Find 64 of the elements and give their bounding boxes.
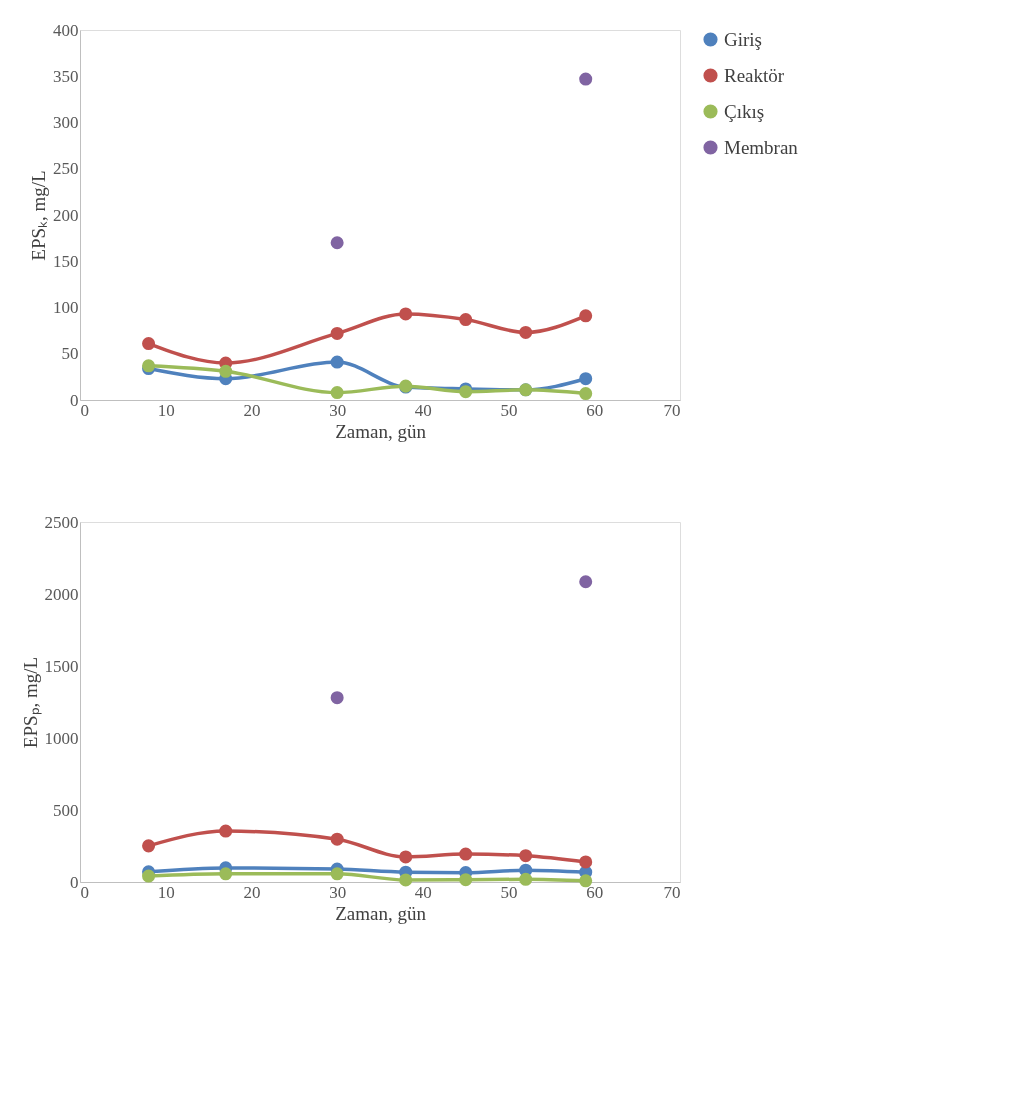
x-tick-label: 70 [663, 400, 681, 420]
point [459, 313, 473, 327]
point [579, 855, 593, 869]
point [219, 824, 233, 838]
legend-label: Reaktör [724, 64, 785, 86]
x-tick-label: 10 [157, 400, 175, 420]
y-axis-title: EPSₚ, mg/L [19, 656, 42, 749]
point [399, 850, 413, 864]
legend-label: Giriş [724, 28, 762, 50]
y-tick-label: 300 [53, 113, 79, 132]
y-tick-label: 1000 [44, 728, 79, 748]
y-tick-label: 100 [53, 298, 79, 317]
x-tick-label: 60 [586, 400, 604, 420]
point [579, 309, 593, 323]
x-tick-label: 30 [329, 882, 347, 902]
y-axis-title: EPSₖ, mg/L [28, 170, 49, 261]
x-axis-title: Zaman, gün [335, 420, 427, 442]
y-tick-label: 50 [61, 344, 79, 364]
point [519, 872, 533, 886]
x-tick-label: 10 [157, 882, 175, 902]
x-tick-label: 60 [586, 882, 604, 902]
x-tick-label: 70 [663, 882, 681, 902]
point [459, 873, 473, 887]
point [579, 575, 593, 589]
x-tick-label: 20 [243, 882, 261, 902]
point [330, 386, 344, 400]
x-axis-title: Zaman, gün [335, 902, 427, 924]
point [399, 307, 413, 321]
point [219, 364, 233, 378]
x-tick-label: 30 [329, 400, 347, 420]
point [579, 72, 593, 86]
y-tick-label: 2500 [44, 512, 79, 532]
y-tick-label: 400 [53, 20, 79, 40]
y-tick-label: 200 [53, 205, 79, 225]
point [142, 337, 156, 351]
y-tick-label: 150 [53, 251, 79, 271]
y-tick-label: 1500 [44, 656, 79, 676]
legend-label: Membran [724, 136, 799, 158]
point [330, 867, 344, 881]
point [330, 236, 344, 250]
point [330, 691, 344, 705]
legend-label: Çıkış [724, 100, 765, 122]
point [142, 869, 156, 883]
point [219, 867, 233, 881]
y-tick-label: 350 [53, 66, 79, 86]
x-tick-label: 40 [414, 400, 432, 420]
x-tick-label: 20 [243, 400, 261, 420]
y-tick-label: 500 [53, 800, 79, 820]
point [459, 847, 473, 861]
point [519, 325, 533, 339]
y-tick-label: 250 [53, 159, 79, 179]
point [142, 839, 156, 853]
y-tick-label: 2000 [44, 584, 79, 604]
point [399, 873, 413, 887]
point [330, 832, 344, 846]
x-tick-label: 50 [500, 882, 518, 902]
point [579, 387, 593, 401]
point [579, 372, 593, 386]
point [330, 355, 344, 369]
x-tick-label: 40 [414, 882, 432, 902]
point [330, 326, 344, 340]
point [519, 849, 533, 863]
point [579, 874, 593, 888]
x-tick-label: 50 [500, 400, 518, 420]
